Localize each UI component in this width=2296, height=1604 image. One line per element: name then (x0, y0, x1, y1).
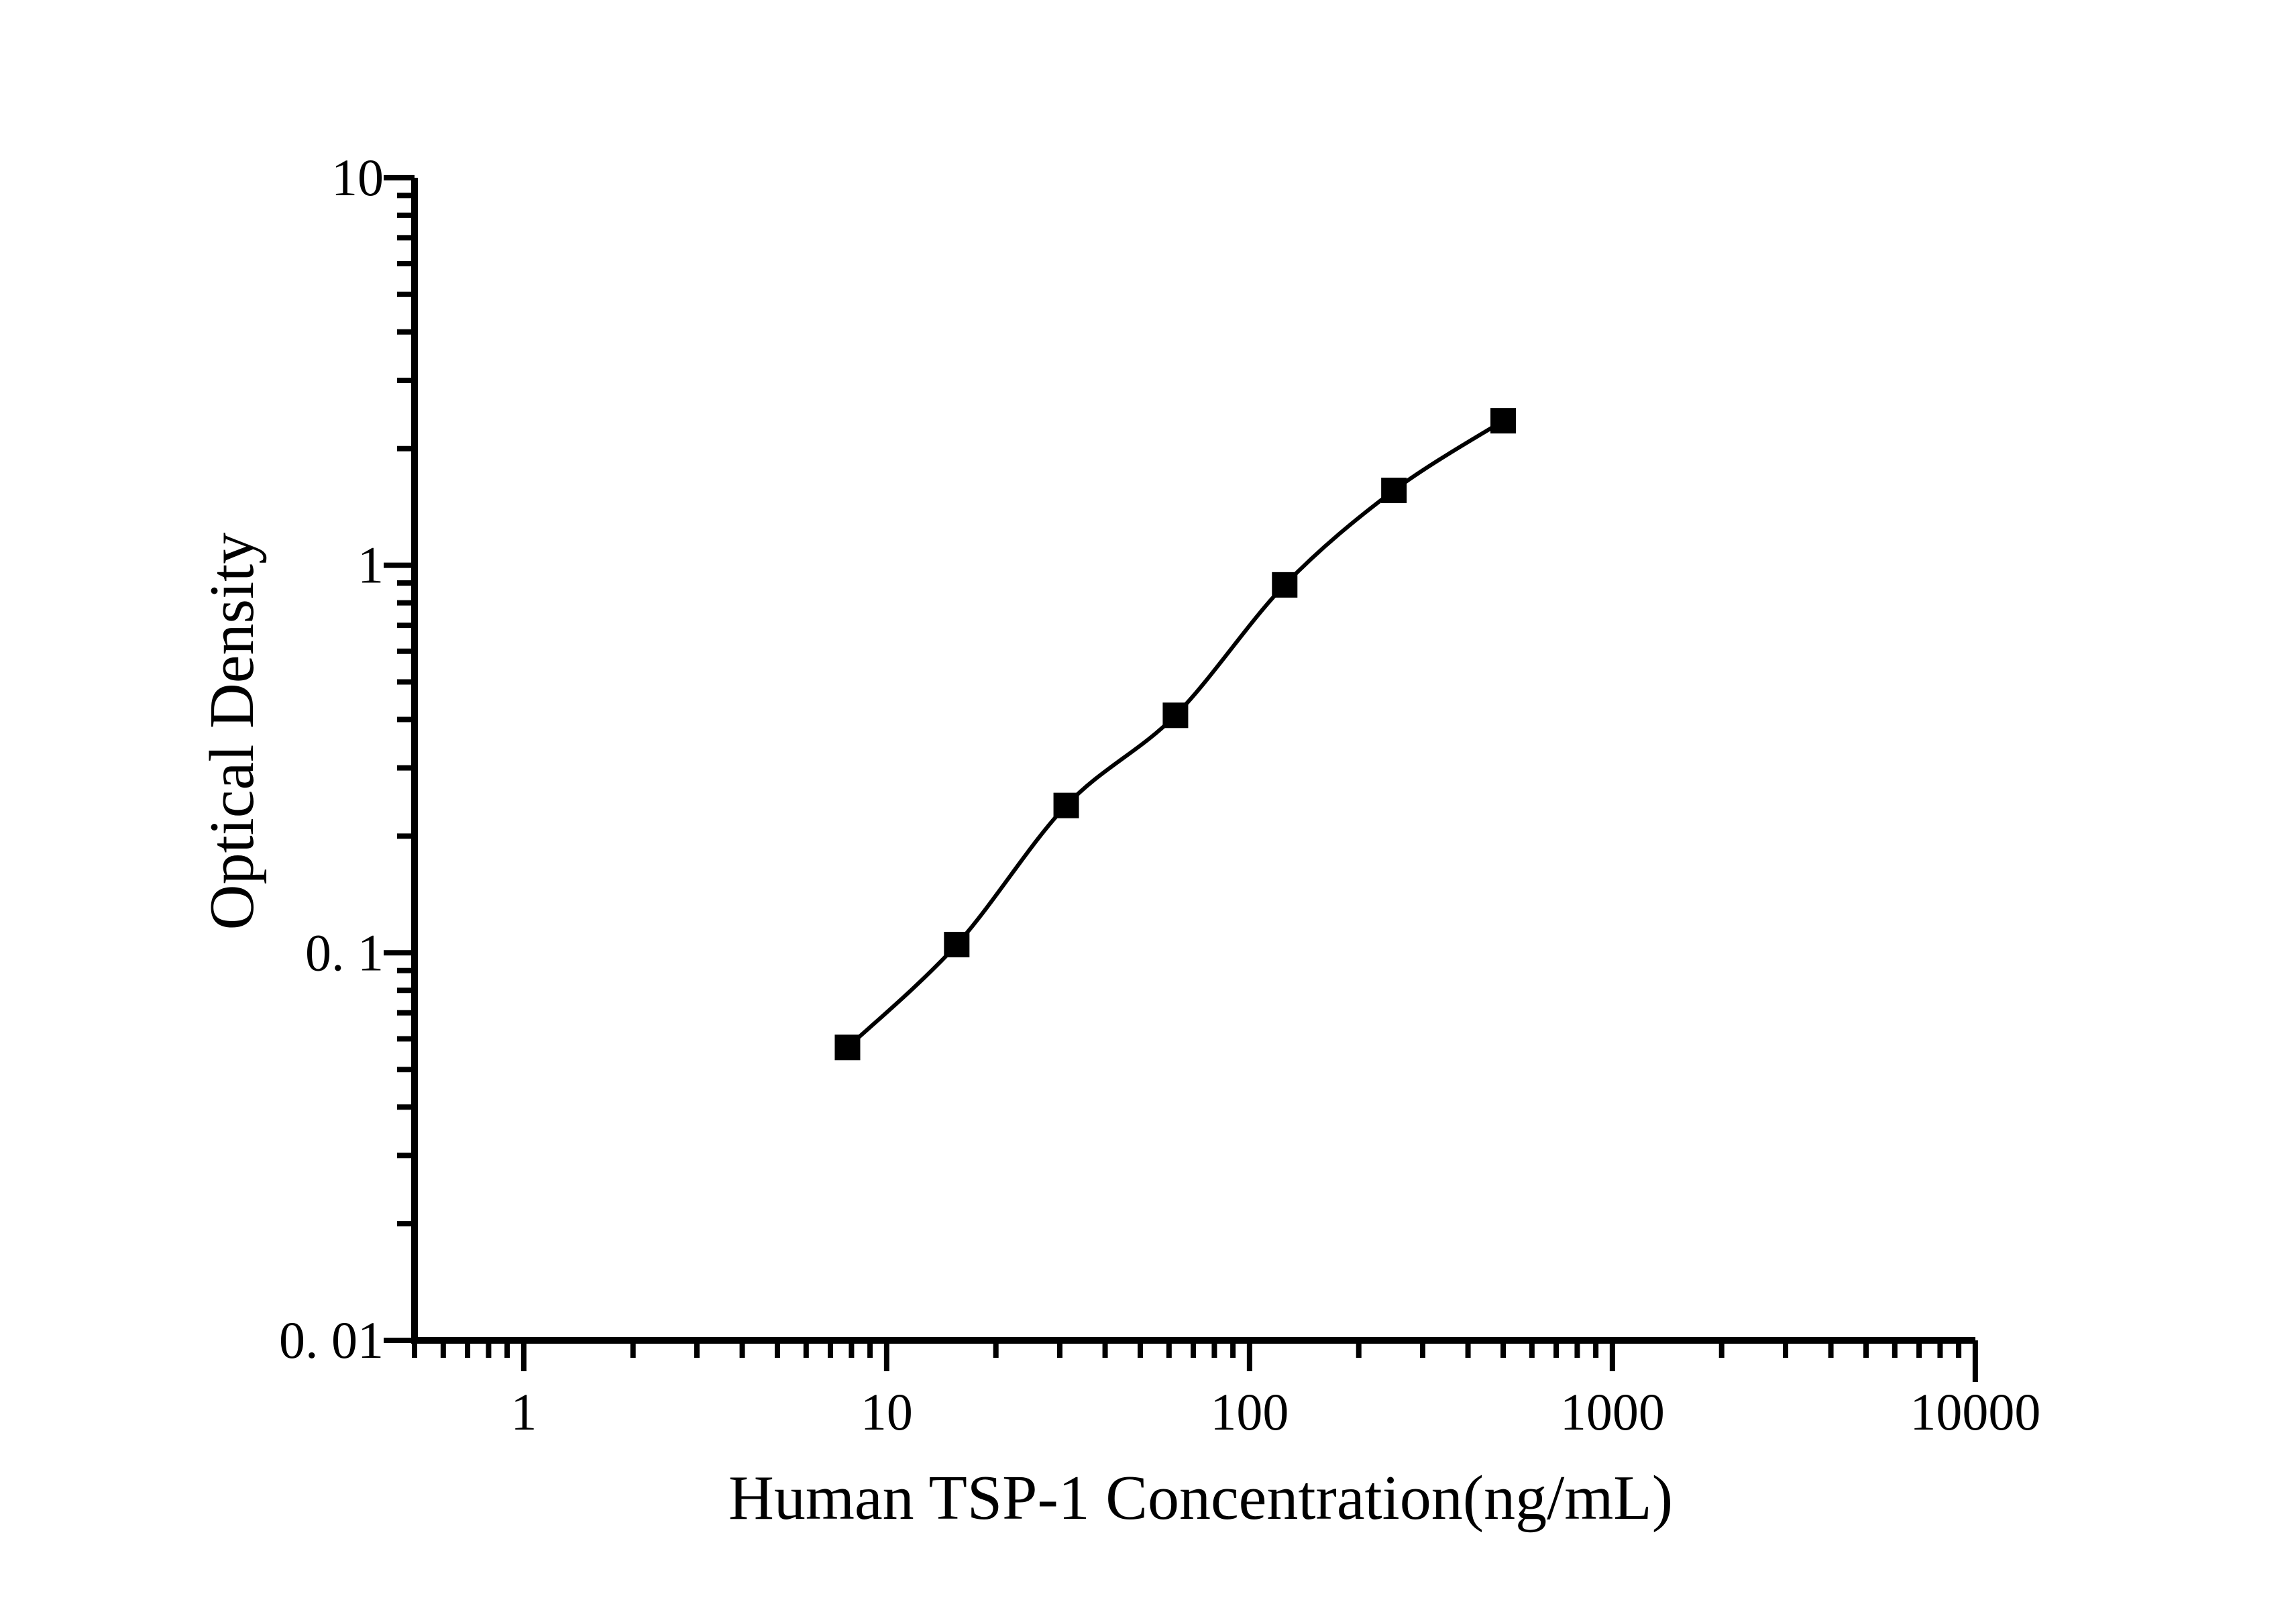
axis-ticks (384, 174, 1978, 1382)
axis-tick-labels: 1 10 100 1000 10000 0. 01 0. 1 1 10 (279, 148, 2040, 1441)
axes (411, 178, 1975, 1344)
data-point-marker (944, 932, 970, 958)
y-tick-label: 0. 1 (305, 923, 384, 981)
y-tick-label: 1 (358, 536, 384, 594)
x-tick-label: 1 (510, 1383, 537, 1441)
y-tick-label: 0. 01 (279, 1311, 384, 1369)
y-axis-title: Optical Density (197, 533, 267, 930)
x-tick-label: 10000 (1910, 1383, 2040, 1441)
data-series (834, 408, 1516, 1061)
x-tick-label: 10 (861, 1383, 913, 1441)
data-point-marker (1162, 702, 1189, 729)
x-axis-title: Human TSP-1 Concentration(ng/mL) (728, 1463, 1673, 1533)
data-point-marker (1490, 408, 1516, 434)
x-tick-label: 100 (1210, 1383, 1289, 1441)
data-point-marker (1272, 572, 1298, 598)
x-tick-label: 1000 (1560, 1383, 1665, 1441)
data-point-marker (1053, 792, 1079, 818)
data-point-marker (1381, 478, 1407, 504)
y-tick-label: 10 (331, 148, 384, 207)
data-point-marker (834, 1034, 861, 1061)
